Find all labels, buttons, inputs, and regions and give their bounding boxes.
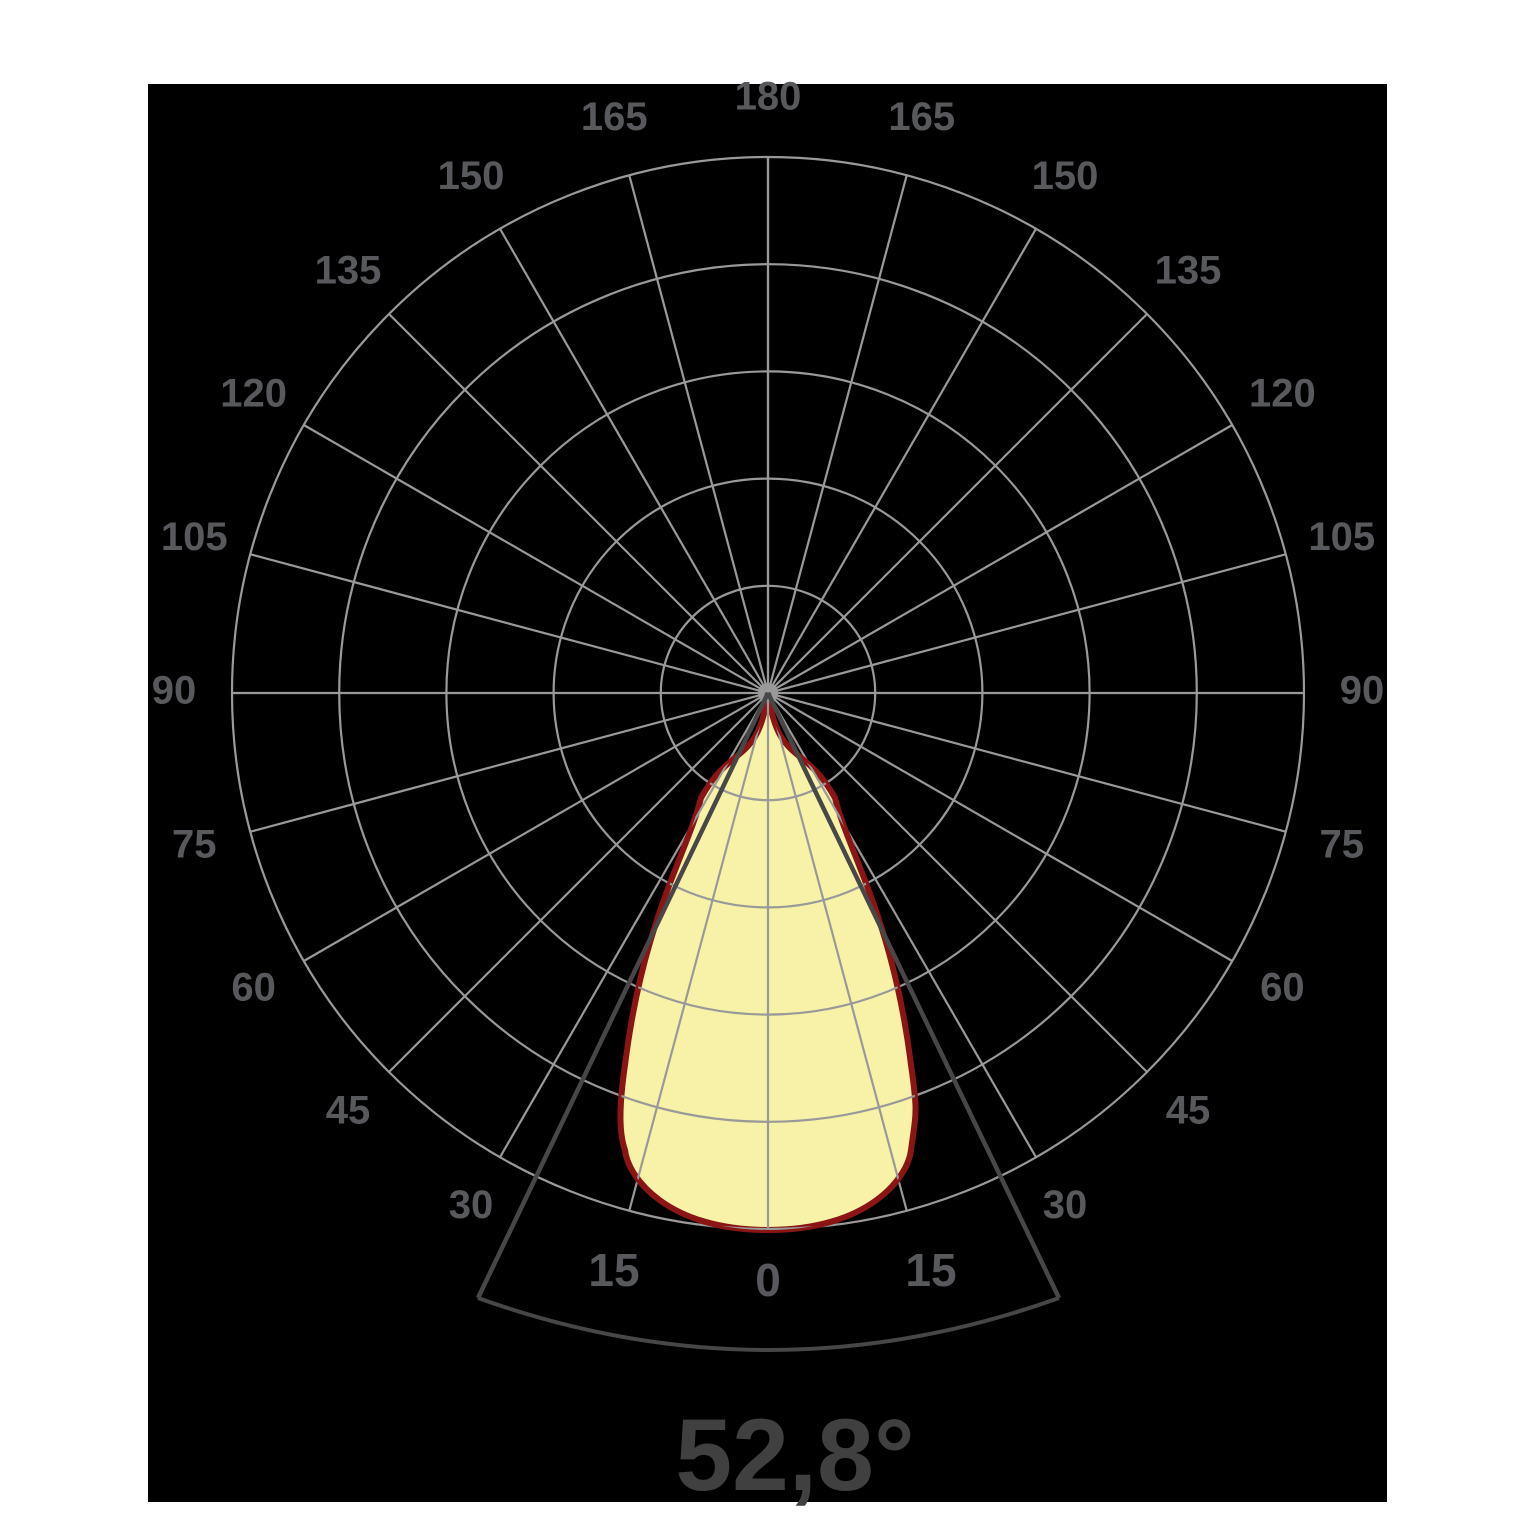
svg-text:15: 15 <box>905 1244 956 1296</box>
svg-text:30: 30 <box>1043 1183 1088 1227</box>
svg-text:180: 180 <box>735 75 802 119</box>
svg-text:45: 45 <box>1166 1089 1211 1133</box>
svg-text:0: 0 <box>755 1254 781 1306</box>
svg-text:120: 120 <box>220 372 287 416</box>
svg-text:165: 165 <box>888 95 955 139</box>
svg-text:90: 90 <box>152 669 197 713</box>
svg-text:52,8°: 52,8° <box>675 1398 914 1512</box>
svg-text:75: 75 <box>1320 822 1365 866</box>
svg-text:120: 120 <box>1249 372 1316 416</box>
svg-text:105: 105 <box>161 515 228 559</box>
svg-text:135: 135 <box>1155 249 1222 293</box>
svg-text:105: 105 <box>1308 515 1375 559</box>
svg-text:150: 150 <box>438 154 505 198</box>
svg-text:135: 135 <box>315 249 382 293</box>
svg-text:75: 75 <box>172 822 217 866</box>
svg-text:60: 60 <box>231 966 276 1010</box>
svg-text:165: 165 <box>581 95 648 139</box>
svg-text:150: 150 <box>1032 154 1099 198</box>
svg-text:90: 90 <box>1340 669 1385 713</box>
svg-text:60: 60 <box>1260 966 1305 1010</box>
svg-text:45: 45 <box>326 1089 371 1133</box>
svg-text:15: 15 <box>588 1244 639 1296</box>
svg-text:30: 30 <box>449 1183 494 1227</box>
